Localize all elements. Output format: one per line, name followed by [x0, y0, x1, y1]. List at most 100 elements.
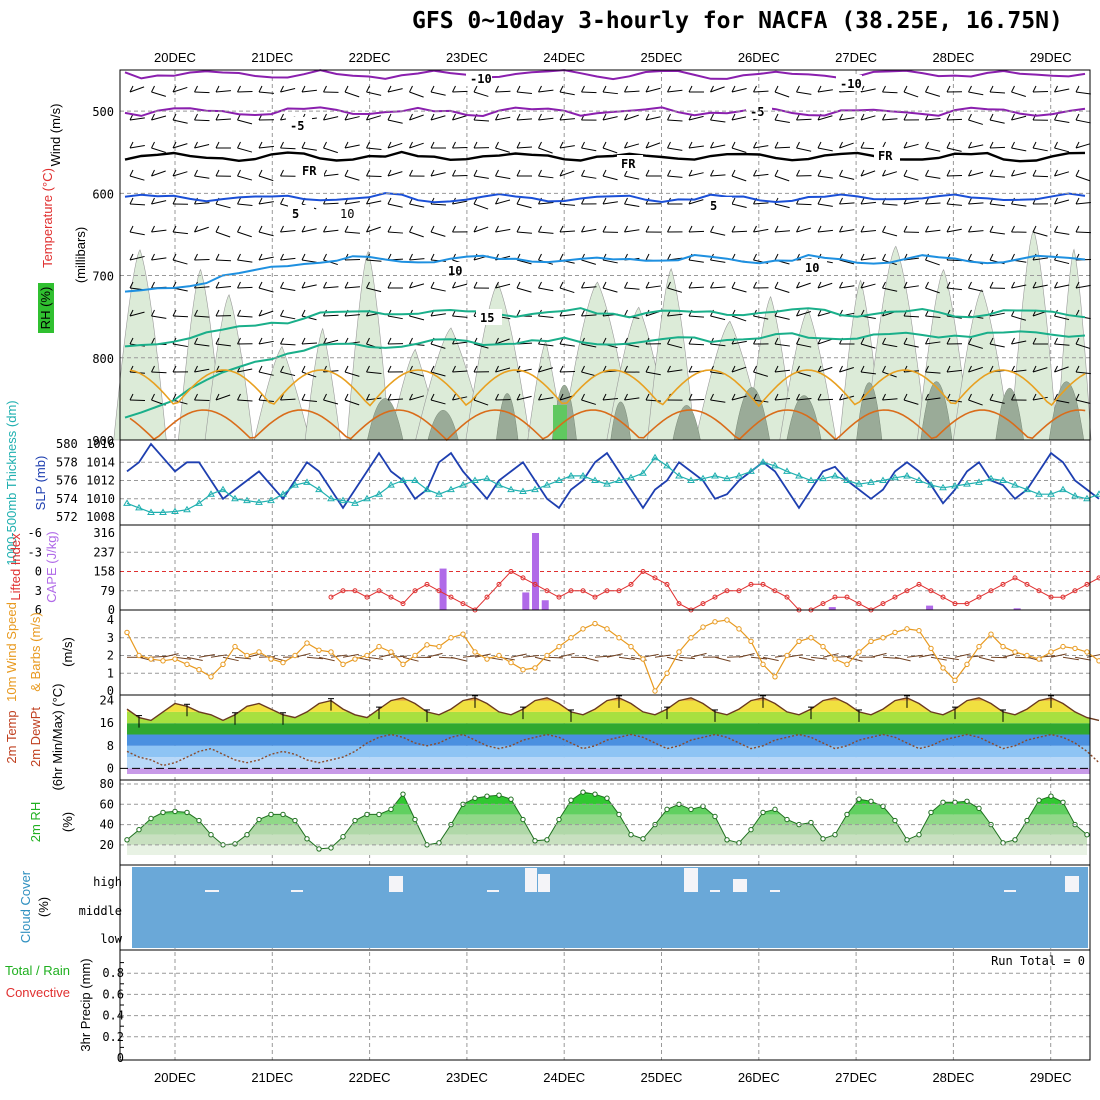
wind-barb: [731, 116, 747, 121]
thickness-marker: [459, 481, 467, 488]
wind-barb-flag: [989, 169, 994, 177]
wind-barb-flag: [172, 197, 177, 205]
thickness-marker: [675, 471, 683, 479]
wind-barb-flag: [1054, 365, 1058, 373]
wind-barb-flag: [817, 169, 822, 177]
rh-marker: [328, 845, 334, 851]
wind-barb-flag: [860, 365, 865, 373]
wind-barb-flag: [753, 85, 757, 93]
wind-barb-flag: [430, 169, 435, 177]
thickness-tick: 572: [56, 510, 78, 524]
wind-barb-flag: [387, 113, 392, 121]
wind-barb: [774, 343, 790, 347]
wind-barb-flag: [151, 309, 155, 317]
date-label-top: 25DEC: [641, 50, 683, 65]
thickness-axis-label: 1000-500mb Thickness (dm): [4, 400, 19, 565]
date-label-bottom: 27DEC: [835, 1070, 877, 1085]
wind-barb-flag: [925, 85, 929, 93]
wind-barb: [194, 91, 210, 94]
wind-barb: [731, 395, 747, 401]
wind-barb: [581, 175, 597, 179]
cloud-tick: middle: [79, 904, 122, 918]
wind-barb-flag: [215, 85, 220, 93]
wind-barb: [516, 287, 532, 293]
thickness-marker: [891, 473, 899, 481]
rh-shading: [204, 294, 254, 441]
cloud-unit-label: (%): [36, 897, 51, 917]
precip-tick: 0.6: [102, 987, 124, 1001]
wind-barb: [602, 201, 618, 205]
wind-barb: [258, 201, 274, 205]
wind10-axis-label: 10m Wind Speed: [4, 602, 19, 702]
wind-barb-flag: [624, 141, 628, 149]
wind-barb-flag: [946, 365, 951, 373]
wind10-barb: [870, 652, 887, 658]
wind10-marker: [1060, 643, 1066, 650]
wind-barb-flag: [559, 169, 564, 177]
wind-barb-flag: [430, 253, 435, 261]
thickness-marker: [255, 498, 263, 505]
wind-barb: [258, 310, 274, 317]
isotherm-label-bg: [706, 197, 732, 213]
wind-barb: [151, 257, 167, 261]
wind10-barb: [450, 656, 467, 662]
li-tick: -3: [28, 545, 42, 559]
wind-barb: [774, 203, 790, 209]
wind-barb-flag: [215, 169, 220, 177]
wind-barb-flag: [839, 169, 843, 177]
wind10-barb: [1062, 656, 1079, 661]
isotherm-label-bg: [288, 205, 314, 221]
wind-barb-flag: [538, 113, 542, 121]
rh-marker: [664, 806, 670, 813]
wind-barb-flag: [860, 225, 865, 233]
wind-barb: [387, 315, 403, 320]
wind10-marker: [508, 659, 514, 666]
wind10-marker: [124, 629, 130, 636]
wind-barb: [323, 286, 339, 289]
wind-barb: [602, 259, 618, 264]
wind-barb: [925, 229, 941, 233]
cloud-gap: [684, 868, 698, 892]
wind-barb-flag: [559, 113, 564, 121]
wind-barb-flag: [258, 365, 263, 373]
rh-shading: [952, 288, 1011, 441]
wind-barb: [215, 203, 231, 209]
wind10-barb: [798, 656, 815, 662]
wind-barb-flag: [538, 141, 542, 149]
wind-barb-flag: [301, 85, 306, 93]
temp-tick: 24: [100, 694, 114, 708]
wind-barb: [882, 118, 898, 121]
wind-barb-flag: [968, 197, 972, 205]
panel-frame: [119, 439, 1091, 526]
wind-barb-flag: [172, 365, 177, 373]
isotherm-line: [124, 307, 1086, 348]
wind-barb: [946, 369, 962, 373]
wind-barb: [731, 147, 747, 153]
thickness-marker: [939, 483, 947, 491]
wind-barb: [710, 399, 726, 403]
wind-barb-flag: [925, 197, 929, 205]
date-label-bottom: 21DEC: [251, 1070, 293, 1085]
wind-barb: [839, 395, 855, 401]
wind-barb: [366, 115, 382, 121]
lifted-index-marker: [760, 581, 766, 587]
thickness-marker: [819, 474, 827, 482]
thickness-tick: 580: [56, 437, 78, 451]
wind-barb-flag: [344, 169, 349, 177]
wind-barb-flag: [194, 337, 198, 345]
wind-barb-flag: [839, 197, 843, 205]
wind-barb-flag: [753, 281, 757, 289]
wind-barb-flag: [796, 85, 800, 93]
wind-barb-flag: [968, 309, 972, 317]
wind-barb: [559, 287, 575, 294]
wind10-barb: [474, 653, 491, 658]
wind-barb: [129, 203, 146, 206]
thickness-marker: [471, 476, 479, 483]
wind-barb-flag: [1032, 85, 1037, 93]
wind-barb-flag: [817, 225, 822, 233]
wind-barb-flag: [968, 225, 972, 233]
wind-barb-flag: [839, 281, 843, 289]
wind-barb: [624, 114, 639, 121]
thickness-marker: [483, 474, 491, 482]
thickness-marker: [687, 476, 695, 483]
